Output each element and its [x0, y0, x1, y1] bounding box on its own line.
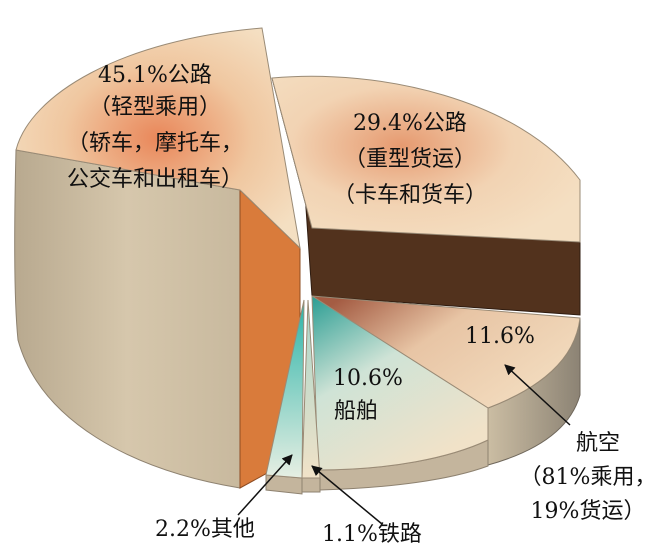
arrow-aviation [504, 364, 571, 426]
label-shipping-2: 船舶 [334, 399, 378, 424]
label-road-light-4: 公交车和出租车） [67, 167, 243, 192]
arrow-other [237, 454, 293, 516]
label-aviation-note-2: （81%乘用， [520, 465, 657, 490]
slice-shipping-top [311, 295, 489, 471]
slice-aviation-top [311, 295, 581, 409]
slice-rail-side [301, 477, 321, 493]
label-road-light-3: （轿车，摩托车， [67, 131, 243, 156]
label-road-freight-2: （重型货运） [344, 147, 476, 172]
slice-other [265, 299, 305, 495]
arrow-rail [311, 465, 383, 525]
label-other: 2.2%其他 [155, 517, 255, 542]
label-road-freight-3: （卡车和货车） [333, 183, 487, 208]
label-road-light-2: （轻型乘用） [89, 95, 221, 120]
label-shipping-1: 10.6% [333, 366, 403, 391]
slice-rail-top [301, 299, 321, 479]
slice-road-light: 45.1%公路 （轻型乘用） （轿车，摩托车， 公交车和出租车） [14, 27, 301, 489]
label-rail: 1.1%铁路 [322, 522, 422, 547]
slice-road-freight-top [271, 75, 581, 243]
slice-road-freight: 29.4%公路 （重型货运） （卡车和货车） [271, 75, 581, 316]
slice-road-light-side [14, 149, 241, 489]
slice-road-light-top [15, 27, 301, 250]
label-aviation-note-3: 19%货运） [531, 499, 646, 524]
label-road-light-1: 45.1%公路 [98, 63, 212, 88]
label-aviation-note-1: 航空 [576, 431, 620, 456]
label-aviation: 11.6% [465, 324, 535, 349]
slice-other-top [265, 299, 305, 479]
label-road-freight-1: 29.4%公路 [353, 111, 467, 136]
slice-shipping: 10.6% 船舶 [311, 295, 489, 491]
